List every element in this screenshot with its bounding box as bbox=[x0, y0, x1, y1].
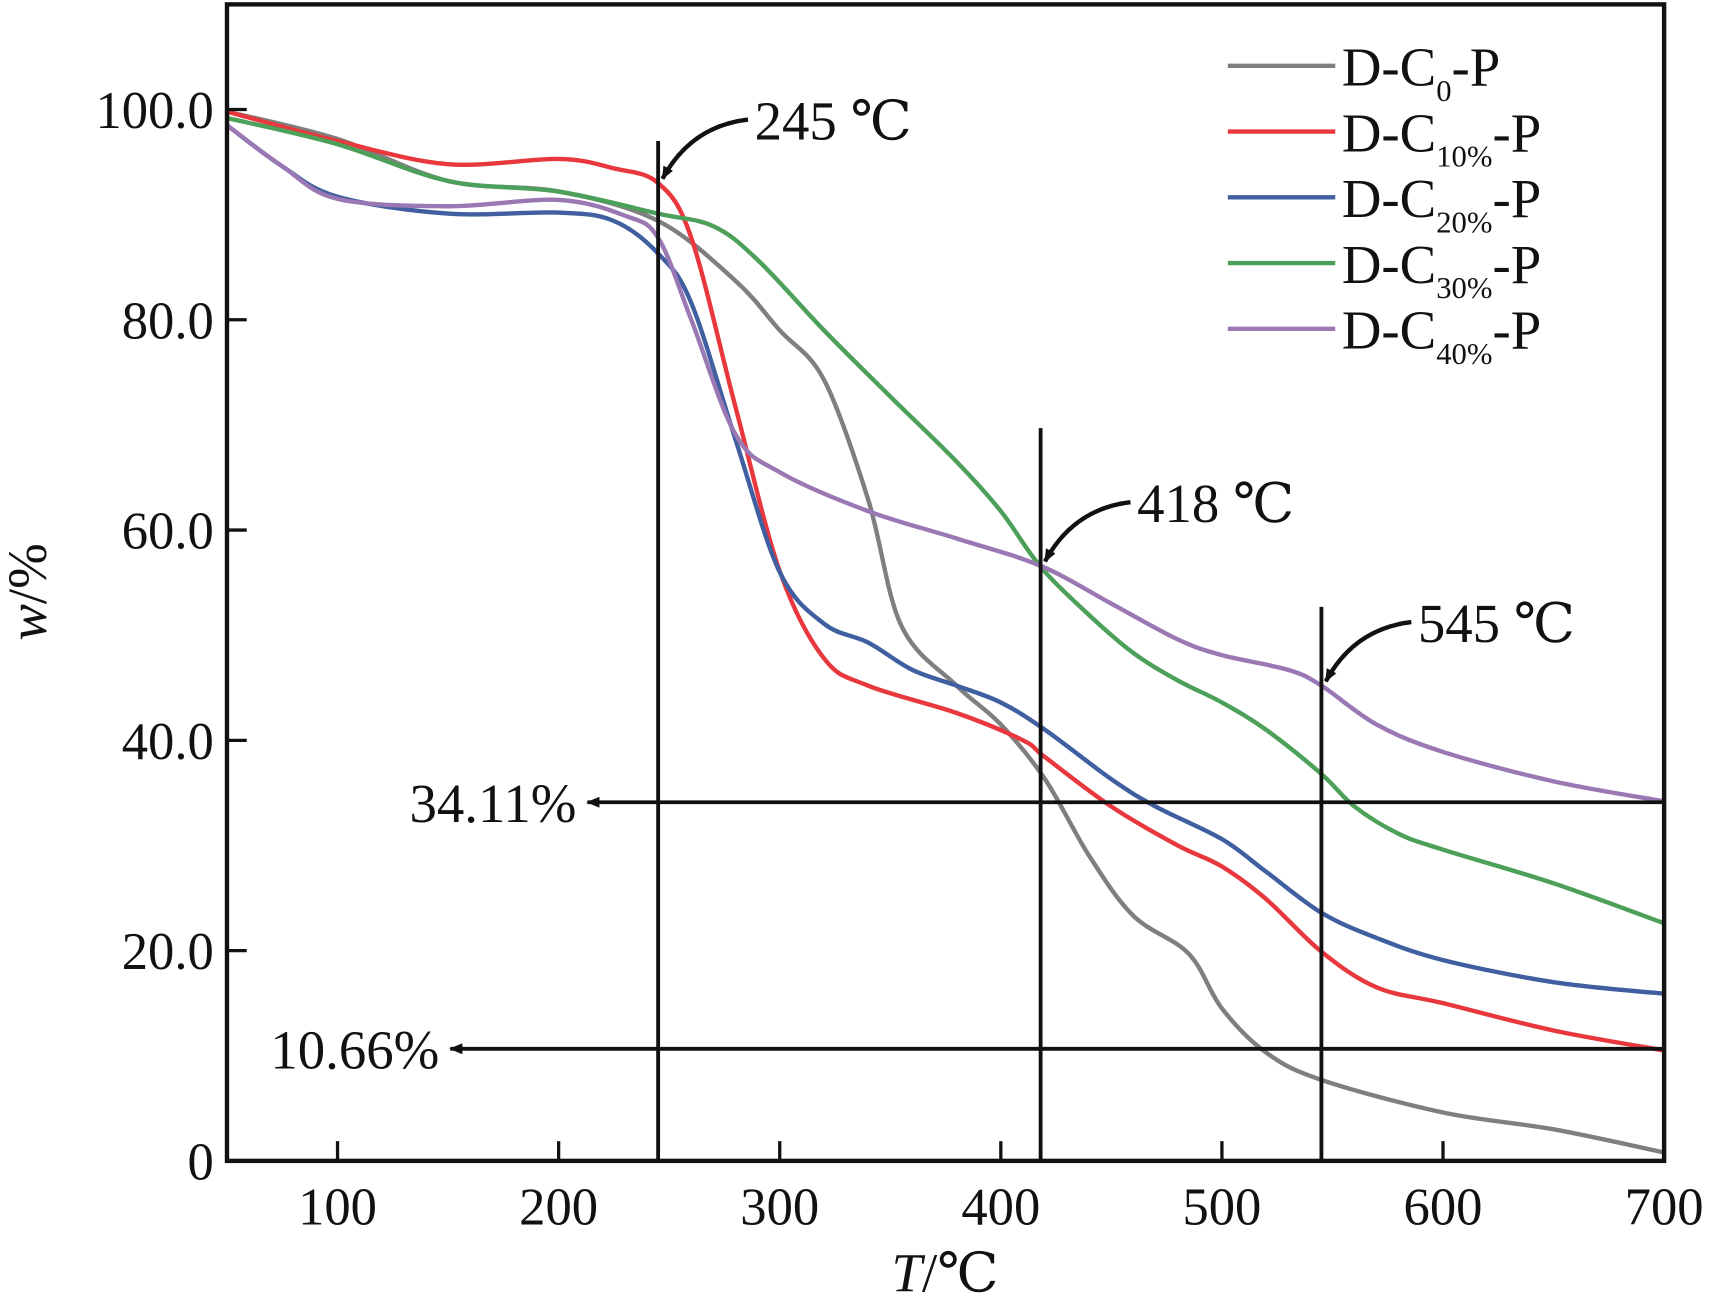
hline-label: 34.11% bbox=[410, 773, 577, 834]
vline-label: 245 ℃ bbox=[755, 90, 912, 151]
legend-label: D-C10%-P bbox=[1342, 102, 1541, 173]
legend-label: D-C20%-P bbox=[1342, 168, 1541, 239]
x-axis-label: T/℃ bbox=[891, 1242, 998, 1299]
x-tick-label: 500 bbox=[1182, 1178, 1261, 1236]
y-tick-label: 40.0 bbox=[122, 713, 214, 771]
annotation-arrow bbox=[1323, 619, 1412, 683]
x-tick-label: 600 bbox=[1404, 1178, 1483, 1236]
legend-label: D-C40%-P bbox=[1342, 300, 1541, 371]
series-layer bbox=[225, 109, 1665, 1155]
y-tick-label: 20.0 bbox=[122, 923, 214, 981]
vline-label: 418 ℃ bbox=[1137, 473, 1294, 534]
y-axis-label: w/% bbox=[0, 543, 58, 640]
annotation-arrow bbox=[1043, 500, 1131, 563]
series-line-4 bbox=[225, 123, 1665, 804]
series-line-1 bbox=[226, 109, 1665, 1053]
vline-label: 545 ℃ bbox=[1418, 593, 1575, 654]
x-tick-label: 700 bbox=[1625, 1178, 1704, 1236]
y-tick-label: 60.0 bbox=[122, 503, 214, 561]
series-line-2 bbox=[225, 123, 1665, 996]
annotation-arrow bbox=[660, 117, 749, 180]
y-tick-label: 0 bbox=[188, 1134, 214, 1192]
x-tick-label: 200 bbox=[519, 1178, 598, 1236]
plot-frame bbox=[224, 2, 1667, 1164]
series-line-3 bbox=[226, 115, 1665, 926]
x-tick-label: 400 bbox=[961, 1178, 1040, 1236]
legend-label: D-C30%-P bbox=[1342, 234, 1541, 305]
x-tick-label: 300 bbox=[740, 1178, 819, 1236]
y-tick-label: 80.0 bbox=[122, 292, 214, 350]
x-tick-label: 100 bbox=[298, 1178, 377, 1236]
legend: D-C0-PD-C10%-PD-C20%-PD-C30%-PD-C40%-P bbox=[1227, 37, 1541, 371]
axis-layer: 100 200 300 400 500 600 700 0 20.0 40.0 60.0 80.0 10… bbox=[95, 82, 1703, 1236]
annotation-layer: 245 ℃ 418 ℃ 545 ℃ 34.11% 10.66% bbox=[270, 90, 1665, 1161]
hline-label: 10.66% bbox=[270, 1020, 439, 1081]
legend-label: D-C0-P bbox=[1342, 37, 1500, 108]
y-tick-label: 100.0 bbox=[95, 82, 213, 140]
